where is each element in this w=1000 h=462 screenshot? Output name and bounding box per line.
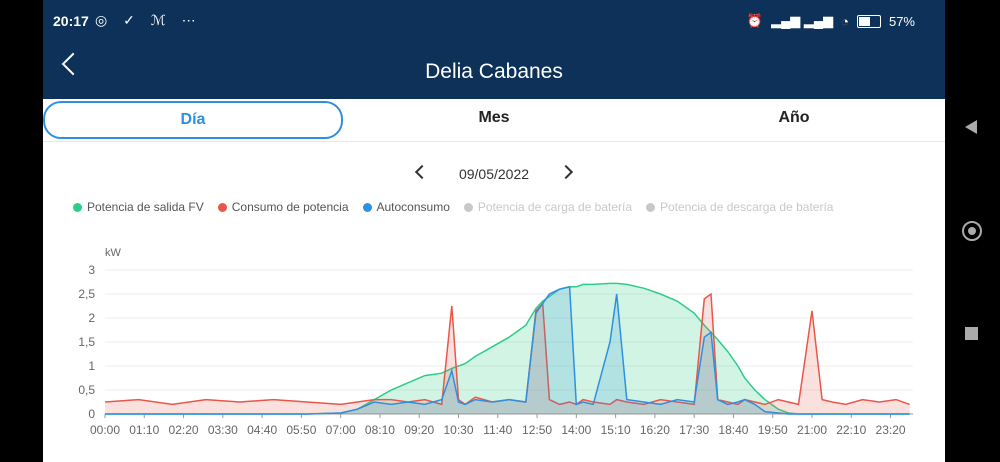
nav-back-icon[interactable] <box>965 120 977 134</box>
nav-recents-icon[interactable] <box>965 327 978 340</box>
selected-date[interactable]: 09/05/2022 <box>458 166 530 182</box>
x-tick-label: 23:20 <box>876 423 906 437</box>
x-tick-label: 22:10 <box>836 423 866 437</box>
legend-item-battery-charge[interactable]: Potencia de carga de batería <box>463 200 632 214</box>
legend-item-selfconsumption[interactable]: Autoconsumo <box>362 200 450 214</box>
app-header: 20:17 ◎ ✓ ℳ ⋯ ⏰ ▂▄▆ ▂▄▆ ◔ 57% Delia Caba… <box>43 0 945 99</box>
x-tick-label: 18:40 <box>718 423 748 437</box>
x-tick-label: 21:00 <box>797 423 827 437</box>
legend-dot-icon <box>362 202 372 212</box>
status-time: 20:17 <box>53 13 89 29</box>
y-tick-label: 0 <box>88 407 95 421</box>
legend-dot-icon <box>73 202 82 212</box>
y-tick-label: 0,5 <box>78 383 95 397</box>
legend-item-consumption[interactable]: Consumo de potencia <box>217 200 349 214</box>
legend-label: Autoconsumo <box>376 200 450 214</box>
x-tick-label: 01:10 <box>129 423 159 437</box>
battery-percent: 57% <box>888 13 915 29</box>
tab-year[interactable]: Año <box>778 109 810 126</box>
power-chart: kW 0 0,5 1 1,5 2 2,5 3 00:00 01:10 02:20 03:30 04:40… <box>78 247 913 437</box>
status-bar: 20:17 ◎ ✓ ℳ ⋯ ⏰ ▂▄▆ ▂▄▆ ◔ 57% <box>43 8 945 34</box>
x-tick-label: 17:30 <box>679 423 709 437</box>
wifi-icon: ◔ <box>841 13 849 29</box>
status-right-icons: ⏰ ▂▄▆ ▂▄▆ ◔ 57% <box>747 13 915 29</box>
series-area-0 <box>105 283 910 414</box>
y-tick-label: 1 <box>88 359 95 373</box>
period-tabs: Día Mes Año <box>43 99 945 142</box>
legend-item-pv[interactable]: Potencia de salida FV <box>73 200 204 214</box>
date-selector: 09/05/2022 <box>43 162 945 186</box>
x-tick-label: 11:40 <box>483 423 512 437</box>
series-line-2 <box>105 285 910 415</box>
tab-month[interactable]: Mes <box>478 109 510 126</box>
x-tick-label: 03:30 <box>208 423 238 437</box>
x-tick-label: 00:00 <box>90 423 120 437</box>
legend-item-battery-discharge[interactable]: Potencia de descarga de batería <box>646 200 833 214</box>
legend-label: Potencia de salida FV <box>87 200 204 214</box>
legend-dot-icon <box>217 202 227 212</box>
series-area-1 <box>105 294 910 414</box>
x-tick-label: 12:50 <box>522 423 552 437</box>
x-tick-label: 07:00 <box>326 423 356 437</box>
x-tick-label: 02:20 <box>169 423 199 437</box>
x-tick-label: 10:30 <box>443 423 473 437</box>
x-tick-label: 16:20 <box>640 423 670 437</box>
series-area-2 <box>105 286 910 414</box>
battery-icon <box>856 14 881 28</box>
android-nav-bar <box>945 0 1000 462</box>
y-tick-label: 2,5 <box>78 287 95 301</box>
y-axis-label: kW <box>105 247 122 259</box>
tab-day[interactable]: Día <box>43 101 343 139</box>
y-tick-label: 1,5 <box>78 335 95 349</box>
legend-label: Consumo de potencia <box>231 200 349 214</box>
legend-label: Potencia de descarga de batería <box>660 200 834 214</box>
x-tick-label: 14:00 <box>561 423 591 437</box>
y-tick-label: 3 <box>88 263 95 277</box>
legend-dot-icon <box>463 202 473 212</box>
x-tick-label: 15:10 <box>601 423 631 437</box>
x-tick-label: 19:50 <box>758 423 788 437</box>
notification-icons: ◎ ✓ ℳ ⋯ <box>95 12 202 28</box>
series-line-1 <box>104 292 910 406</box>
legend-label: Potencia de carga de batería <box>477 200 632 214</box>
x-tick-label: 05:50 <box>286 423 316 437</box>
x-tick-label: 08:10 <box>365 423 395 437</box>
x-tick-label: 04:40 <box>247 423 277 437</box>
signal-icon: ▂▄▆ ▂▄▆ <box>771 13 834 28</box>
chart-legend: Potencia de salida FV Consumo de potenci… <box>73 200 833 214</box>
page-title: Delia Cabanes <box>425 60 563 83</box>
alarm-icon: ⏰ <box>746 13 764 28</box>
nav-home-icon[interactable] <box>962 221 982 241</box>
x-tick-label: 09:20 <box>404 423 434 437</box>
app-screen: 20:17 ◎ ✓ ℳ ⋯ ⏰ ▂▄▆ ▂▄▆ ◔ 57% Delia Caba… <box>43 0 945 462</box>
legend-dot-icon <box>646 202 655 212</box>
y-tick-label: 2 <box>88 311 95 325</box>
